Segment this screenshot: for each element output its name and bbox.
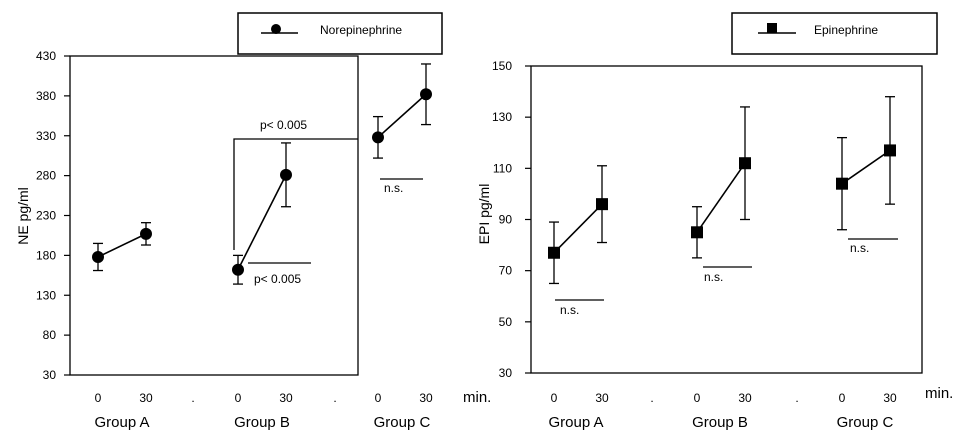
series-line: [841, 149, 891, 185]
y-tick-label: 80: [43, 328, 57, 342]
y-tick-label: 280: [36, 169, 56, 183]
group-label: Group A: [94, 414, 149, 431]
annotation-bracket-line: [233, 138, 358, 250]
y-tick-label: 180: [36, 248, 56, 262]
series-line: [696, 162, 746, 233]
data-point-square: [596, 198, 608, 211]
series-line: [237, 174, 287, 271]
data-point-square: [836, 177, 848, 190]
legend-marker-square: [767, 23, 777, 33]
y-tick-label: 150: [492, 59, 512, 73]
series-line: [377, 93, 427, 138]
group-label: Group A: [548, 414, 603, 431]
y-tick-label: 130: [36, 288, 56, 302]
y-tick-label: 70: [499, 264, 513, 278]
x-tick-label: 30: [139, 391, 153, 405]
data-point-circle: [280, 168, 292, 181]
x-tick-label: 30: [279, 391, 293, 405]
legend-label: Epinephrine: [814, 23, 878, 37]
series-line: [97, 233, 147, 258]
y-tick-label: 380: [36, 89, 56, 103]
data-point-circle: [420, 88, 432, 101]
plot-frame: [530, 65, 923, 374]
x-tick-label: 30: [419, 391, 433, 405]
x-tick-label: 0: [551, 391, 558, 405]
group-separator: .: [191, 391, 194, 405]
data-point-square: [739, 157, 751, 170]
annotation-label: n.s.: [704, 270, 723, 284]
x-tick-label: 30: [883, 391, 897, 405]
annotation-label: n.s.: [850, 241, 869, 255]
data-point-square: [691, 226, 703, 239]
data-point-circle: [140, 227, 152, 240]
y-tick-label: 110: [493, 161, 512, 175]
group-separator: .: [650, 391, 653, 405]
group-label: Group B: [234, 414, 290, 431]
y-tick-label: 330: [36, 129, 56, 143]
x-tick-label: 30: [738, 391, 752, 405]
x-tick-label: 0: [95, 391, 102, 405]
y-tick-label: 90: [499, 213, 513, 227]
series-line: [553, 203, 603, 254]
y-tick-label: 50: [499, 315, 513, 329]
x-unit-label: min.: [925, 385, 953, 402]
data-point-square: [884, 144, 896, 157]
x-tick-label: 0: [235, 391, 242, 405]
group-separator: .: [333, 391, 336, 405]
y-tick-label: 30: [43, 368, 57, 382]
group-label: Group C: [374, 414, 431, 431]
x-tick-label: 30: [595, 391, 609, 405]
x-tick-label: 0: [375, 391, 382, 405]
legend-label: Norepinephrine: [320, 23, 402, 37]
y-tick-label: 230: [36, 209, 56, 223]
group-separator: .: [795, 391, 798, 405]
data-point-square: [548, 246, 560, 259]
group-label: Group B: [692, 414, 748, 431]
y-tick-label: 130: [492, 110, 512, 124]
annotation-label: p< 0.005: [254, 272, 301, 286]
y-tick-label: 430: [36, 49, 56, 63]
x-tick-label: 0: [694, 391, 701, 405]
plot-frame: [69, 55, 359, 376]
legend-marker-circle: [271, 24, 281, 34]
data-point-circle: [92, 250, 104, 263]
annotation-label: p< 0.005: [260, 118, 307, 132]
y-tick-label: 30: [499, 366, 513, 380]
data-point-circle: [372, 131, 384, 144]
group-label: Group C: [837, 414, 894, 431]
y-axis-label: EPI pg/ml: [476, 184, 492, 245]
x-unit-label: min.: [463, 389, 491, 406]
annotation-label: n.s.: [560, 303, 579, 317]
data-point-circle: [232, 263, 244, 276]
x-tick-label: 0: [839, 391, 846, 405]
annotation-label: n.s.: [384, 181, 403, 195]
y-axis-label: NE pg/ml: [15, 187, 31, 245]
